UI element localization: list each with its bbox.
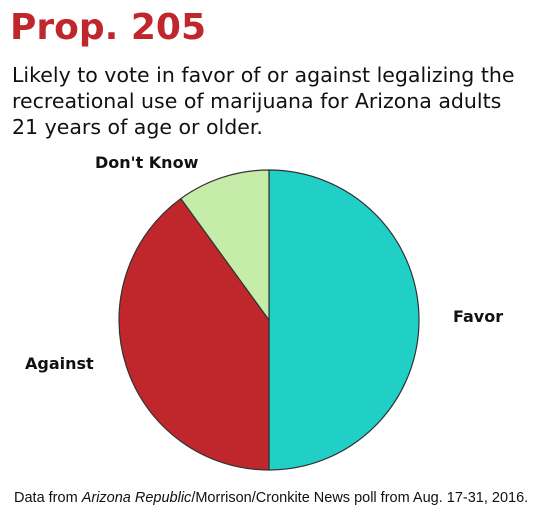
pie-slices	[118, 169, 420, 471]
chart-subtitle: Likely to vote in favor of or against le…	[12, 63, 515, 139]
chart-title: Prop. 205	[10, 7, 206, 48]
pie-label-favor: Favor	[453, 307, 503, 326]
source-prefix: Data from	[14, 490, 82, 506]
source-suffix: /Morrison/Cronkite News poll from Aug. 1…	[191, 490, 529, 506]
source-note: Data from Arizona Republic/Morrison/Cron…	[14, 488, 534, 508]
pie-label-don-t-know: Don't Know	[95, 153, 199, 172]
source-publication: Arizona Republic	[81, 490, 192, 506]
pie-slice-against	[118, 198, 270, 471]
pie-label-against: Against	[25, 354, 94, 373]
pie-slice-don-t-know	[180, 169, 270, 321]
pie-labels: Favor Against Don't Know	[25, 153, 503, 373]
pie-slice-favor	[268, 169, 420, 471]
